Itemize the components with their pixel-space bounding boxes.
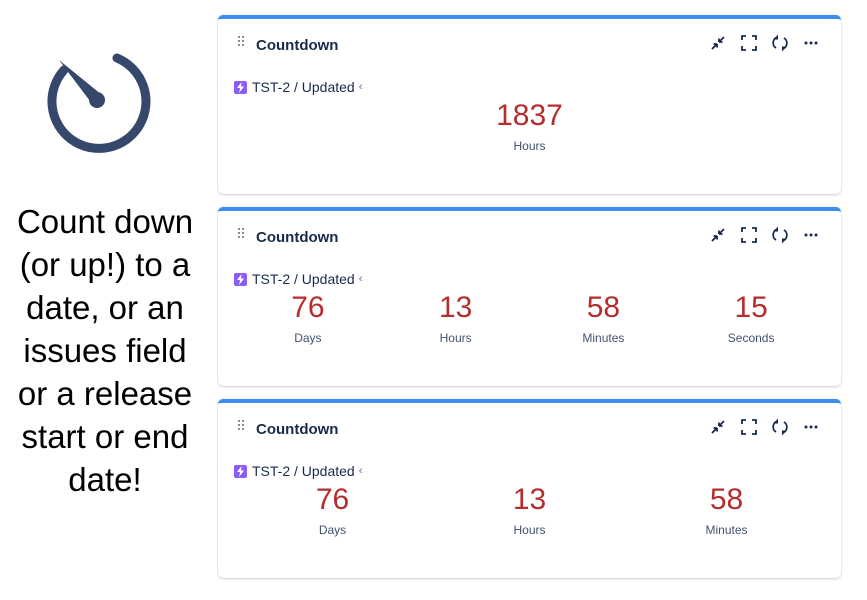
countdown-unit-hours: 1837 Hours: [234, 99, 825, 153]
countdown-value: 76: [291, 291, 325, 324]
tagline-line: start or end: [21, 418, 189, 455]
card-title: Countdown: [256, 421, 339, 438]
countdown-value: 15: [734, 291, 768, 324]
countdown-label: Hours: [439, 331, 472, 345]
countdown-value: 13: [512, 483, 547, 516]
tagline-line: (or up!) to a: [19, 246, 191, 283]
tagline-line: issues field: [23, 332, 187, 369]
countdown-value: 1837: [496, 99, 563, 132]
countdown-value: 58: [709, 483, 744, 516]
issue-source[interactable]: TST-2 / Updated ‹: [234, 463, 362, 479]
card-toolbar: [708, 225, 821, 245]
countdown-unit-days: 76 Days: [234, 483, 431, 537]
issue-source[interactable]: TST-2 / Updated ‹: [234, 271, 362, 287]
drag-handle-icon[interactable]: [238, 420, 244, 430]
countdown-value: 76: [315, 483, 350, 516]
countdown-label: Minutes: [582, 331, 625, 345]
tagline-line: or a release: [17, 375, 193, 412]
countdown-units: 76 Days 13 Hours 58 Minutes 15 Seconds: [234, 291, 825, 345]
card-toolbar: [708, 33, 821, 53]
more-icon[interactable]: [801, 417, 821, 437]
fullscreen-icon[interactable]: [739, 225, 759, 245]
promo-panel: Count down (or up!) to a date, or an iss…: [0, 0, 210, 600]
lightning-icon: [234, 272, 247, 286]
refresh-icon[interactable]: [770, 225, 790, 245]
countdown-unit-minutes: 58 Minutes: [530, 291, 678, 345]
countdown-label: Days: [294, 331, 322, 345]
fullscreen-icon[interactable]: [739, 33, 759, 53]
countdown-unit-seconds: 15 Seconds: [677, 291, 825, 345]
countdown-label: Hours: [513, 523, 546, 537]
countdown-units: 76 Days 13 Hours 58 Minutes: [234, 483, 825, 537]
collapse-icon[interactable]: [708, 33, 728, 53]
countdown-unit-days: 76 Days: [234, 291, 382, 345]
countdown-card-seconds: Countdown TST-2 / Updated ‹ 76 Days: [218, 207, 841, 386]
chevron-left-icon: ‹: [358, 81, 363, 93]
refresh-icon[interactable]: [770, 417, 790, 437]
chevron-left-icon: ‹: [358, 465, 363, 477]
drag-handle-icon[interactable]: [238, 228, 244, 238]
source-label: TST-2 / Updated: [252, 271, 355, 287]
countdown-card-minutes: Countdown TST-2 / Updated ‹ 76 Days: [218, 399, 841, 578]
chevron-left-icon: ‹: [358, 273, 363, 285]
more-icon[interactable]: [801, 225, 821, 245]
countdown-unit-hours: 13 Hours: [382, 291, 530, 345]
countdown-units: 1837 Hours: [234, 99, 825, 153]
countdown-value: 58: [586, 291, 621, 324]
more-icon[interactable]: [801, 33, 821, 53]
card-title: Countdown: [256, 37, 339, 54]
fullscreen-icon[interactable]: [739, 417, 759, 437]
tagline-line: Count down: [16, 203, 194, 240]
stopwatch-icon: [47, 53, 151, 153]
countdown-label: Minutes: [705, 523, 748, 537]
lightning-icon: [234, 464, 247, 478]
source-label: TST-2 / Updated: [252, 463, 355, 479]
card-title: Countdown: [256, 229, 339, 246]
tagline-line: date, or an: [26, 289, 184, 326]
countdown-label: Hours: [513, 139, 546, 153]
promo-tagline: Count down (or up!) to a date, or an iss…: [0, 200, 210, 501]
countdown-card-hours: Countdown TST-2 / Updated ‹ 1837 Hours: [218, 15, 841, 194]
card-header: Countdown: [218, 19, 841, 59]
tagline-line: date!: [68, 461, 142, 498]
card-header: Countdown: [218, 211, 841, 251]
collapse-icon[interactable]: [708, 417, 728, 437]
countdown-value: 13: [438, 291, 473, 324]
refresh-icon[interactable]: [770, 33, 790, 53]
countdown-unit-minutes: 58 Minutes: [628, 483, 825, 537]
drag-handle-icon[interactable]: [238, 36, 244, 46]
countdown-label: Days: [318, 523, 347, 537]
card-toolbar: [708, 417, 821, 437]
source-label: TST-2 / Updated: [252, 79, 355, 95]
lightning-icon: [234, 80, 247, 94]
card-header: Countdown: [218, 403, 841, 443]
countdown-unit-hours: 13 Hours: [431, 483, 628, 537]
issue-source[interactable]: TST-2 / Updated ‹: [234, 79, 362, 95]
collapse-icon[interactable]: [708, 225, 728, 245]
countdown-label: Seconds: [727, 331, 775, 345]
